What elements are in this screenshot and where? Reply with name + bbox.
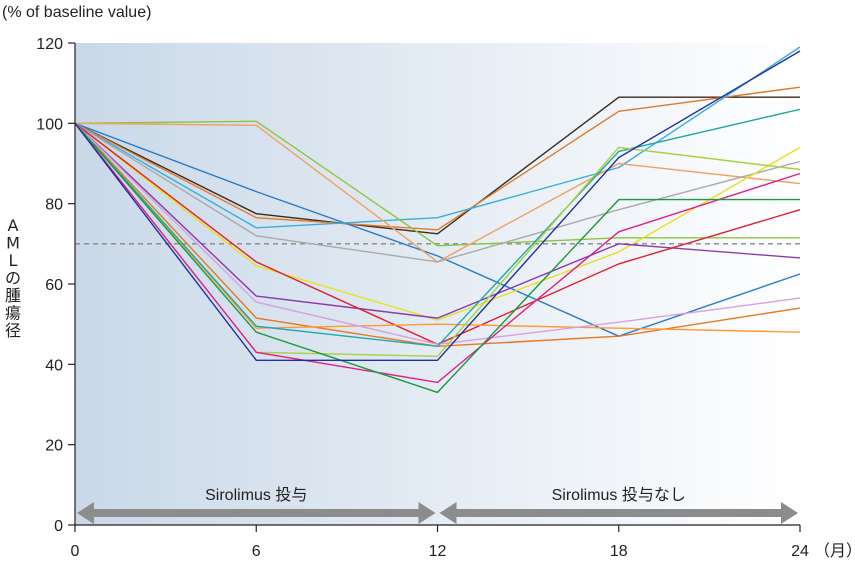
plot-background [75,43,800,525]
x-tick-label: 12 [429,543,447,560]
phase-arrow-2: Sirolimus 投与なし [439,486,798,524]
series-line-13 [74,122,801,346]
y-tick-label: 120 [36,36,63,53]
svg-text:A: A [8,216,19,235]
series-line-3 [74,122,801,337]
svg-text:瘍: 瘍 [5,304,21,323]
series-line-7 [74,122,801,263]
series-line-17 [74,122,800,394]
svg-text:腫: 腫 [5,286,21,305]
svg-text:L: L [9,251,18,270]
svg-text:径: 径 [5,321,21,340]
series-line-5 [74,120,800,247]
y-tick-label: 20 [45,438,63,455]
x-tick-label: 18 [610,543,628,560]
y-tick-label: 0 [54,518,63,535]
x-tick-label: 0 [71,543,80,560]
x-unit-label: （月） [814,542,855,560]
y-unit-label: (% of baseline value) [2,4,151,21]
phase-label-2: Sirolimus 投与なし [552,486,686,504]
series-line-14 [74,108,801,348]
series-line-1 [74,96,800,235]
series-line-2 [74,86,801,231]
phase-arrow-1: Sirolimus 投与 [77,486,436,524]
y-tick-label: 80 [45,197,63,214]
series-line-12 [74,122,801,333]
svg-text:の: の [5,269,21,288]
x-tick-label: 24 [791,543,809,560]
x-tick-label: 6 [252,543,261,560]
series-line-18 [74,50,801,361]
y-tick-label: 100 [36,116,63,133]
y-tick-label: 40 [45,357,63,374]
series-line-9 [74,122,801,319]
y-tick-label: 60 [45,277,63,294]
series-line-8 [74,122,801,321]
series-line-16 [74,122,801,384]
series-line-4 [74,46,801,229]
svg-text:M: M [6,234,20,253]
phase-label-1: Sirolimus 投与 [205,486,307,504]
